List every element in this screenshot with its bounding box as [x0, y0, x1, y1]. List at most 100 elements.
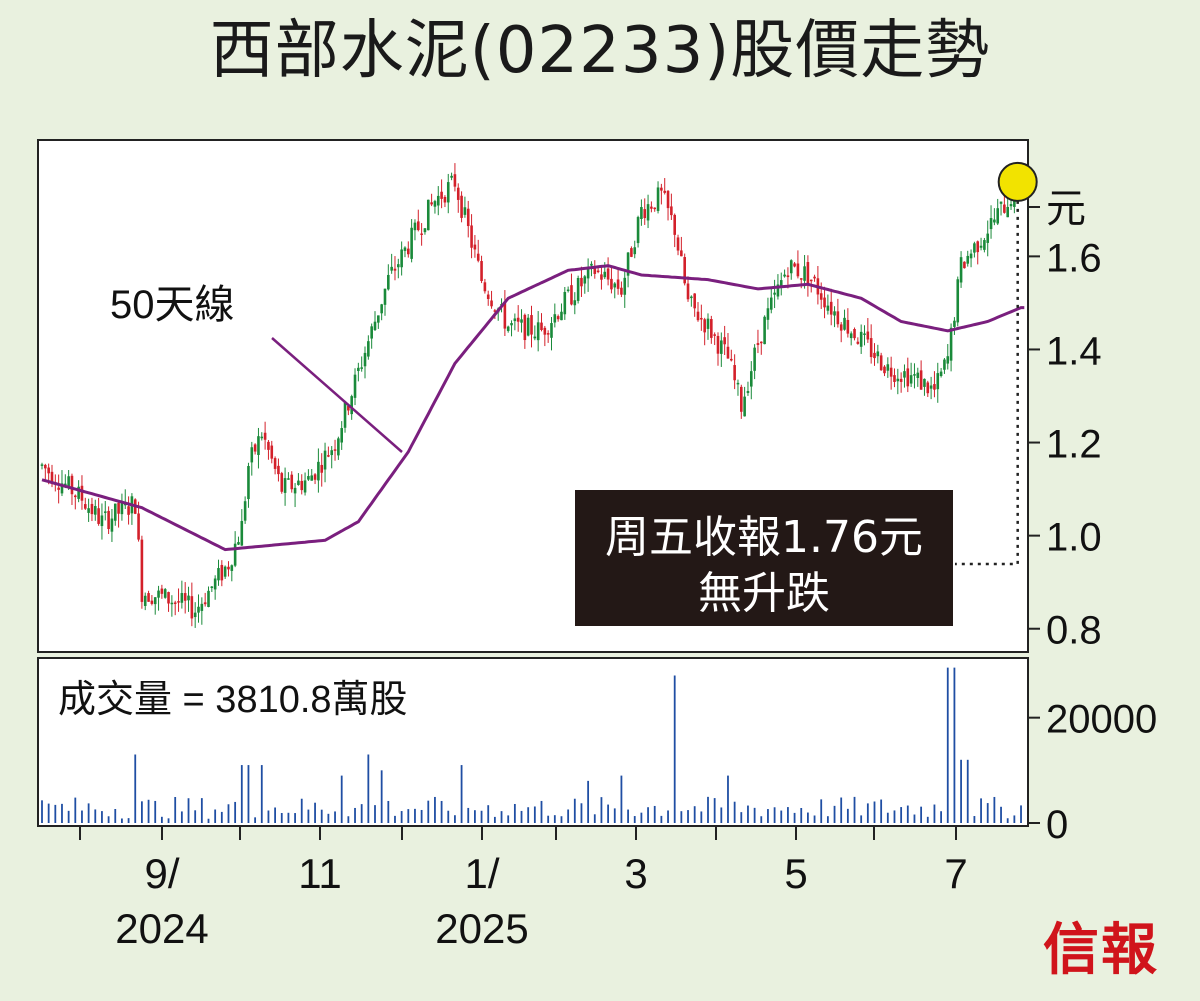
- candle-body: [363, 352, 367, 367]
- candle-body: [480, 261, 483, 282]
- candle-body: [540, 322, 543, 331]
- candle-body: [1009, 204, 1013, 207]
- candle-body: [653, 207, 657, 210]
- candle-body: [769, 297, 773, 310]
- candle-body: [973, 243, 976, 253]
- candle-body: [720, 340, 723, 354]
- candle-body: [397, 264, 400, 268]
- candle-body: [789, 260, 793, 274]
- candle-body: [240, 521, 244, 546]
- candle-body: [207, 590, 210, 607]
- candle-body: [723, 337, 726, 345]
- candle-body: [190, 596, 194, 619]
- candle-body: [210, 586, 214, 589]
- candle-body: [783, 274, 786, 277]
- candle-body: [716, 335, 720, 354]
- candle-body: [443, 196, 447, 203]
- candle-body: [277, 465, 280, 475]
- candle-body: [736, 382, 740, 385]
- candle-body: [347, 405, 350, 411]
- candle-body: [303, 480, 307, 493]
- candle-body: [187, 595, 190, 601]
- candle-body: [836, 311, 840, 325]
- candle-body: [743, 396, 746, 417]
- candle-body: [343, 401, 347, 428]
- candle-body: [749, 371, 753, 387]
- candle-body: [407, 248, 410, 255]
- highlight-circle: [997, 161, 1038, 202]
- candle-body: [57, 487, 60, 490]
- candle-body: [413, 222, 417, 231]
- candle-body: [113, 503, 117, 521]
- candle-body: [929, 385, 933, 389]
- candle-body: [77, 486, 80, 499]
- candle-body: [410, 227, 413, 259]
- chart-title: 西部水泥(02233)股價走勢: [209, 14, 991, 88]
- candle-body: [869, 338, 873, 358]
- candle-body: [217, 568, 220, 581]
- candle-body: [143, 595, 147, 606]
- candle-body: [83, 504, 87, 509]
- candle-body: [460, 195, 463, 218]
- candle-body: [756, 343, 760, 345]
- candle-body: [253, 444, 257, 452]
- candle-body: [773, 292, 776, 295]
- candle-body: [60, 483, 64, 494]
- candle-body: [516, 317, 520, 322]
- candle-body: [523, 314, 527, 341]
- candle-body: [120, 501, 124, 515]
- volume-panel: 成交量 = 3810.8萬股 20000 0: [37, 657, 1157, 847]
- candle-body: [137, 513, 140, 540]
- candle-body: [606, 268, 610, 280]
- date-tick-label: 3: [624, 850, 647, 897]
- candle-body: [633, 247, 637, 255]
- candle-body: [100, 515, 104, 527]
- candle-body: [353, 374, 357, 398]
- volume-panel-frame: [37, 657, 1029, 827]
- candle-body: [786, 275, 790, 278]
- candle-body: [40, 464, 44, 466]
- date-tick-label: 9/: [144, 850, 179, 897]
- candle-body: [733, 365, 736, 381]
- candle-body: [340, 428, 343, 443]
- candle-body: [470, 225, 473, 248]
- candle-body: [273, 458, 277, 469]
- candle-body: [163, 589, 167, 598]
- candle-body: [153, 597, 157, 605]
- candle-body: [819, 293, 823, 300]
- candle-body: [416, 221, 420, 231]
- candle-body: [103, 511, 107, 513]
- candle-body: [660, 187, 663, 191]
- candle-body: [307, 476, 310, 480]
- candle-body: [320, 464, 324, 473]
- candle-body: [70, 475, 74, 495]
- candle-body: [846, 319, 850, 334]
- candle-body: [536, 322, 540, 341]
- last-close-marker: [955, 161, 1038, 566]
- candle-body: [730, 358, 733, 361]
- candle-body: [560, 311, 563, 321]
- candle-body: [989, 218, 993, 230]
- candle-body: [926, 382, 930, 394]
- candle-body: [506, 326, 510, 331]
- price-unit-label: 元: [1046, 187, 1086, 231]
- candle-body: [453, 174, 457, 187]
- candle-body: [740, 386, 743, 412]
- candle-body: [503, 302, 507, 329]
- annotation-background: [575, 490, 953, 626]
- candle-body: [110, 518, 114, 532]
- candle-body: [213, 578, 217, 590]
- brand-logo: 信報: [1043, 917, 1159, 983]
- candle-body: [580, 277, 583, 287]
- candle-body: [333, 449, 337, 451]
- candle-body: [803, 266, 806, 281]
- candle-body: [596, 270, 600, 273]
- candle-body: [690, 296, 693, 299]
- price-tick-label: 0.8: [1046, 609, 1102, 653]
- candle-body: [936, 373, 940, 390]
- candle-body: [793, 263, 796, 267]
- candle-body: [933, 384, 936, 390]
- candle-body: [586, 267, 590, 279]
- annotation-box: 周五收報1.76元 無升跌: [575, 490, 953, 626]
- candle-body: [686, 283, 690, 300]
